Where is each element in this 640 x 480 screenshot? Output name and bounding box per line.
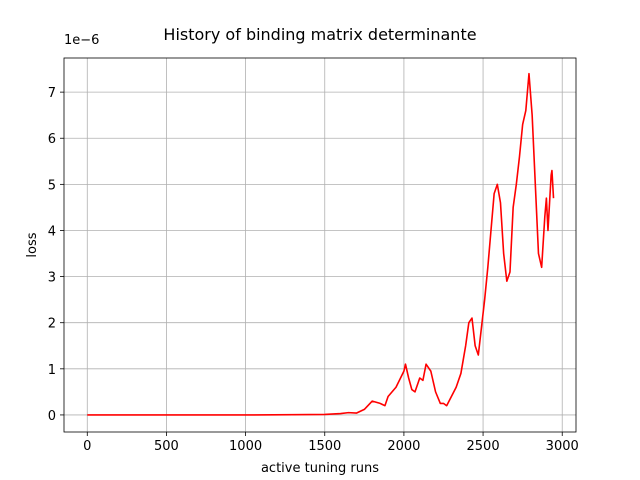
y-tick-label: 2 <box>48 317 56 332</box>
x-tick-label: 3000 <box>546 439 579 454</box>
x-tick-label: 1000 <box>229 439 262 454</box>
y-tick-label: 5 <box>48 178 56 193</box>
chart-title: History of binding matrix determinante <box>163 25 476 44</box>
plot-frame <box>63 57 577 433</box>
data-line <box>87 72 555 416</box>
y-axis-label: loss <box>25 232 40 257</box>
x-axis-label: active tuning runs <box>261 461 379 476</box>
y-offset-label: 1e−6 <box>64 33 99 48</box>
y-tick-label: 1 <box>48 363 56 378</box>
y-tick-label: 7 <box>48 86 56 101</box>
x-tick-label: 2000 <box>387 439 420 454</box>
y-tick-label: 6 <box>48 132 56 147</box>
y-tick-label: 0 <box>48 409 56 424</box>
x-tick-label: 500 <box>154 439 179 454</box>
y-tick-label: 4 <box>48 224 56 239</box>
y-tick-label: 3 <box>48 271 56 286</box>
x-tick-label: 1500 <box>308 439 341 454</box>
x-tick-label: 2500 <box>467 439 500 454</box>
x-tick-label: 0 <box>83 439 91 454</box>
